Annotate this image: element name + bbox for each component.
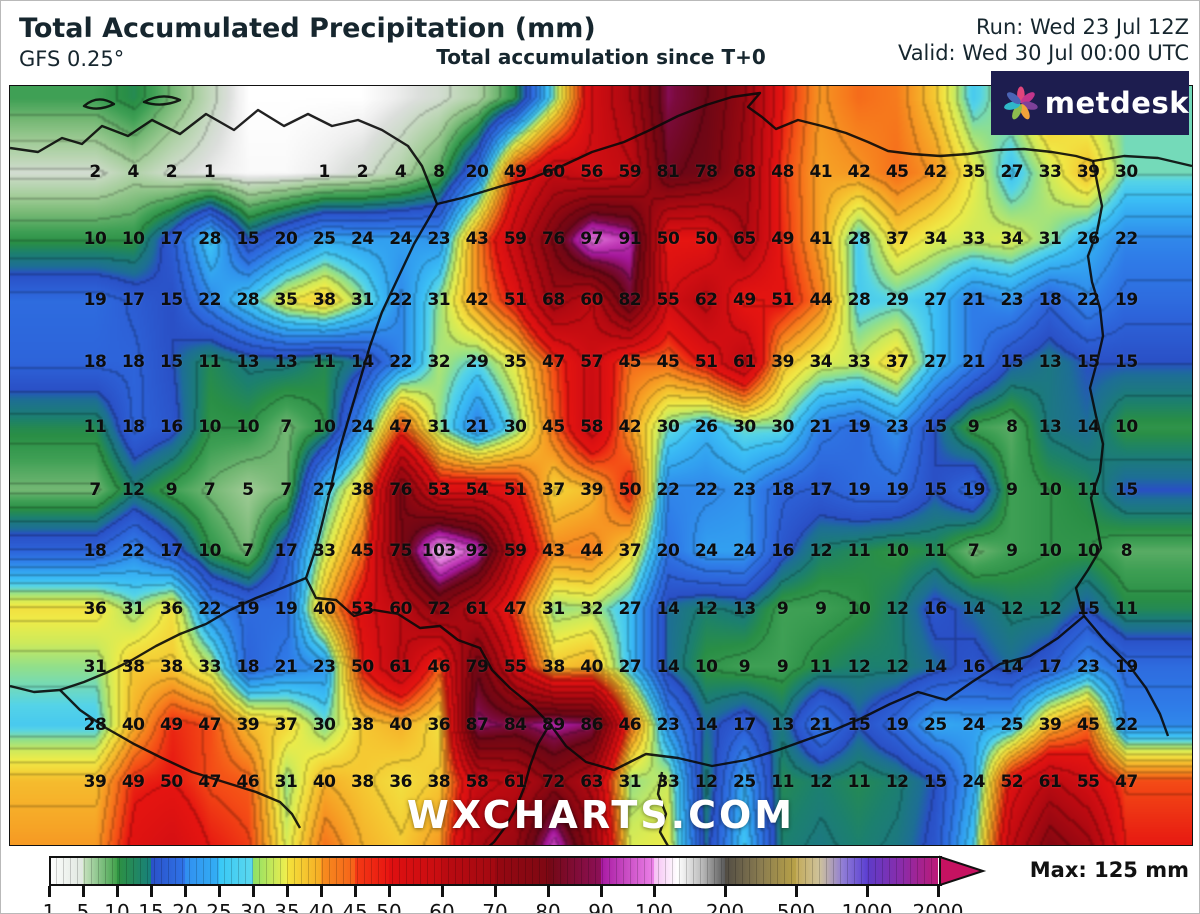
colorbar-segments <box>49 856 938 886</box>
colorbar-arrow-tip <box>939 855 987 887</box>
colorbar-tick-label: 200 <box>705 900 745 914</box>
colorbar-tick-label: 5 <box>76 900 90 914</box>
run-time-label: Run: Wed 23 Jul 12Z <box>976 15 1189 39</box>
colorbar-segment <box>796 856 867 886</box>
colorbar-tickmark <box>150 886 153 897</box>
colorbar-legend: 1 5 10 15 20 25 30 35 40 45 50 60 70 80 90 100 200 500 100… <box>1 846 1199 914</box>
colorbar-segment <box>548 856 601 886</box>
colorbar-segment <box>389 856 442 886</box>
colorbar-tickmark <box>354 886 357 897</box>
petal-shape <box>1021 92 1035 105</box>
colorbar-tickmark <box>494 886 497 897</box>
colorbar-segment <box>867 856 938 886</box>
colorbar-tick-label: 20 <box>172 900 198 914</box>
colorbar-segment <box>185 856 219 886</box>
page-title: Total Accumulated Precipitation (mm) <box>19 13 596 44</box>
colorbar-segment <box>442 856 495 886</box>
colorbar-tickmark <box>320 886 323 897</box>
colorbar-tickmark <box>184 886 187 897</box>
colorbar-tick-label: 30 <box>240 900 266 914</box>
colorbar-tick-label: 100 <box>634 900 674 914</box>
colorbar-tickmark <box>388 886 391 897</box>
colorbar-tick-label: 50 <box>376 900 402 914</box>
colorbar-tick-label: 1000 <box>841 900 893 914</box>
colorbar-tick-label: 80 <box>535 900 561 914</box>
colorbar-tickmark <box>600 886 603 897</box>
precipitation-field-canvas <box>10 86 1192 845</box>
colorbar-tick-label: 70 <box>482 900 508 914</box>
metdesk-brand-text: metdesk <box>1044 86 1189 120</box>
colorbar-tickmark <box>116 886 119 897</box>
colorbar-tickmark <box>218 886 221 897</box>
colorbar-tick-label: 25 <box>206 900 232 914</box>
colorbar-tick-label: 45 <box>342 900 368 914</box>
colorbar-segment <box>654 856 725 886</box>
colorbar-segment <box>355 856 389 886</box>
colorbar-tickmark <box>866 886 869 897</box>
colorbar-tickmark <box>724 886 727 897</box>
colorbar-tick-label: 60 <box>429 900 455 914</box>
colorbar-tick-label: 2000 <box>912 900 964 914</box>
colorbar-tick-label: 40 <box>308 900 334 914</box>
colorbar-segment <box>725 856 796 886</box>
colorbar-tickmark <box>82 886 85 897</box>
colorbar-arrow <box>939 855 987 887</box>
colorbar-tickmark <box>795 886 798 897</box>
colorbar-segment <box>253 856 287 886</box>
colorbar-tick-label: 10 <box>104 900 130 914</box>
header: Total Accumulated Precipitation (mm) GFS… <box>1 1 1199 85</box>
model-label: GFS 0.25° <box>19 47 125 71</box>
colorbar-tick-label: 500 <box>776 900 816 914</box>
colorbar-ticks: 1 5 10 15 20 25 30 35 40 45 50 60 70 80 90 100 200 500 100… <box>1 856 1199 914</box>
colorbar-segment <box>49 856 83 886</box>
petal-shape <box>1012 104 1022 120</box>
accumulation-subtitle: Total accumulation since T+0 <box>436 45 766 69</box>
colorbar-tickmark <box>441 886 444 897</box>
colorbar-substripes <box>49 856 938 886</box>
colorbar-segment <box>83 856 117 886</box>
colorbar-tickmark <box>286 886 289 897</box>
colorbar-segment <box>601 856 654 886</box>
precipitation-map: 2 4 2 1 1 2 4 8 20 49 60 56 59 81 78 68 48 41 42 45 42 35 27 33… <box>9 85 1193 847</box>
metdesk-logo: metdesk <box>991 71 1189 135</box>
petal-shape <box>1006 92 1021 105</box>
colorbar-tick-label: 35 <box>274 900 300 914</box>
colorbar-tickmark <box>653 886 656 897</box>
colorbar-segment <box>151 856 185 886</box>
colorbar-segment <box>219 856 253 886</box>
colorbar-segment <box>117 856 151 886</box>
metdesk-flower-icon <box>1004 86 1038 120</box>
colorbar-tick-label: 90 <box>588 900 614 914</box>
colorbar-tick-label: 15 <box>138 900 164 914</box>
colorbar-tick-label: 1 <box>42 900 56 914</box>
max-value-label: Max: 125 mm <box>1029 858 1189 882</box>
colorbar-tickmark <box>252 886 255 897</box>
petal-shape <box>1019 104 1030 120</box>
colorbar-tickmark <box>937 886 940 897</box>
valid-time-label: Valid: Wed 30 Jul 00:00 UTC <box>897 41 1189 65</box>
colorbar-tickmark <box>48 886 51 897</box>
colorbar-segment <box>495 856 548 886</box>
colorbar-segment <box>321 856 355 886</box>
colorbar-segment <box>287 856 321 886</box>
colorbar-tickmark <box>547 886 550 897</box>
watermark: WXCHARTS.COM <box>406 793 796 837</box>
